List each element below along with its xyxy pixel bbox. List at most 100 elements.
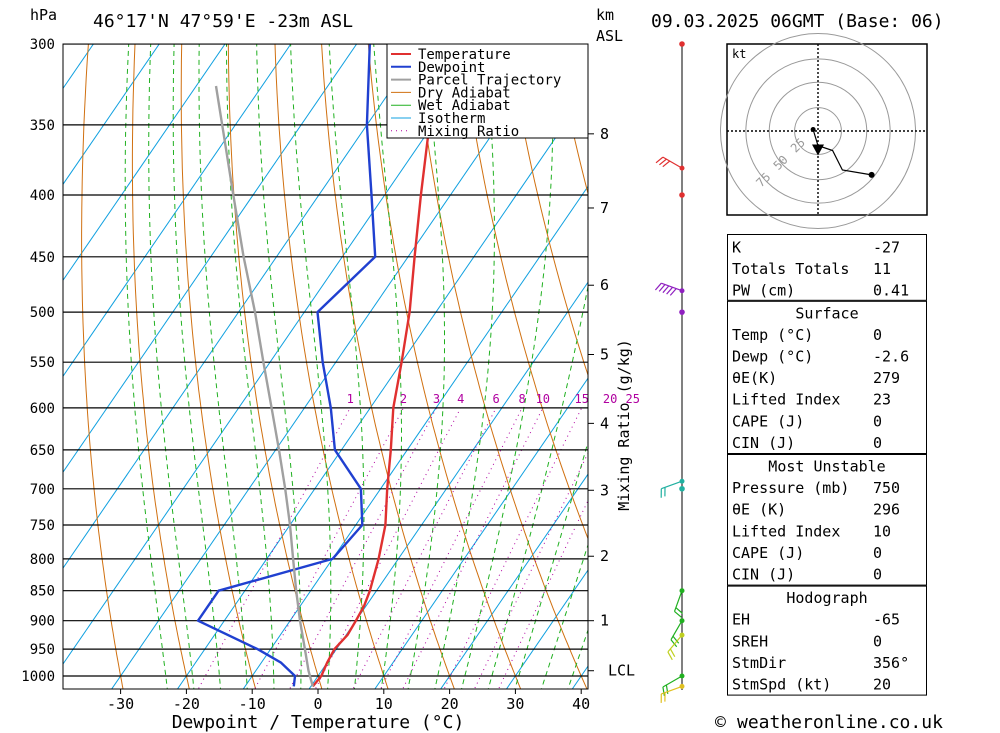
isotherm-line [308, 281, 588, 689]
km-tick-label: 8 [600, 125, 609, 143]
storm-motion-marker [812, 144, 824, 156]
pressure-tick-label: 500 [30, 305, 55, 321]
mixing-ratio-label: 6 [492, 392, 499, 406]
wind-barb-flag [669, 288, 677, 296]
wet-adiabat-line [434, 44, 495, 689]
hodograph-ring [745, 58, 891, 204]
indices-box [727, 585, 927, 696]
wind-barb [655, 156, 685, 171]
mixing-ratio-label: 2 [400, 392, 407, 406]
index-value: 356° [873, 654, 909, 672]
wind-level-dot [679, 41, 685, 47]
temperature-tick-label: 40 [572, 695, 590, 713]
pressure-unit-label: hPa [30, 6, 57, 24]
index-label: θE(K) [732, 369, 777, 387]
index-label: θE (K) [732, 501, 786, 519]
wind-barb [670, 618, 685, 648]
mixing-ratio-lines [197, 407, 588, 689]
dry-adiabat-line [227, 44, 323, 689]
wind-level-dot [679, 588, 685, 594]
wind-barb-flag [666, 286, 673, 295]
km-axis: 8 7 6 5 4 3 2 1 LCL [588, 125, 635, 680]
pressure-tick-label: 1000 [21, 669, 55, 685]
index-value: 296 [873, 501, 900, 519]
indices-box [727, 300, 927, 454]
index-value: 0 [873, 434, 882, 452]
km-tick-label: 5 [600, 345, 609, 363]
pressure-tick-label: 650 [30, 443, 55, 459]
wind-barb-flag [675, 607, 683, 614]
isotherm-line [111, 44, 555, 689]
series-line [311, 44, 437, 688]
legend-label: Wet Adiabat [418, 98, 511, 114]
temperature-axis: -30 -20 -10 0 10 20 30 40 [107, 689, 590, 713]
wind-barb [654, 282, 685, 296]
wet-adiabat-line [226, 44, 275, 689]
temperature-tick-label: -30 [107, 695, 134, 713]
temperature-tick-label: -10 [239, 695, 266, 713]
legend-label: Dewpoint [418, 60, 485, 76]
index-value: -65 [873, 611, 900, 629]
index-section-title: Surface [795, 304, 858, 322]
wind-level-dot [679, 618, 685, 624]
series-line [196, 44, 377, 687]
isotherm-line [63, 44, 226, 282]
index-value: 0 [873, 566, 882, 584]
index-label: Temp (°C) [732, 326, 813, 344]
index-value: 750 [873, 479, 900, 497]
pressure-tick-label: 400 [30, 188, 55, 204]
wet-adiabat-line [407, 44, 445, 689]
legend-label: Isotherm [418, 111, 485, 127]
wind-barb-flag [658, 284, 666, 292]
pressure-tick-label: 850 [30, 584, 55, 600]
indices-box [727, 454, 927, 586]
index-label: Pressure (mb) [732, 479, 849, 497]
index-value: 0 [873, 632, 882, 650]
hodograph-frame [726, 43, 928, 216]
index-label: StmDir [732, 654, 786, 672]
index-label: CIN (J) [732, 566, 795, 584]
pressure-axis: 300 350 400 450 500 550 600 650 700 750 800 850 900 9… [21, 37, 55, 685]
index-value: -27 [873, 239, 900, 257]
pressure-tick-label: 350 [30, 118, 55, 134]
website-credit: weatheronline.co.uk [737, 712, 943, 733]
km-tick-label: 6 [600, 276, 609, 294]
index-label: SREH [732, 632, 768, 650]
isotherm-line [374, 377, 588, 689]
index-value: 279 [873, 369, 900, 387]
mixing-ratio-label: 8 [518, 392, 525, 406]
isotherm-line [63, 44, 292, 378]
wind-barb-staff [673, 590, 683, 612]
hodograph-ring [768, 81, 868, 181]
mixing-ratio-line [498, 499, 588, 689]
dry-adiabat-line [507, 44, 588, 377]
index-label: StmSpd (kt) [732, 676, 831, 694]
wind-barb-staff [662, 156, 683, 169]
mixing-ratio-label: 4 [457, 392, 464, 406]
isotherm-line [242, 185, 588, 689]
temperature-tick-label: 20 [441, 695, 459, 713]
wind-barb [673, 588, 685, 618]
pressure-tick-label: 700 [30, 482, 55, 498]
wind-barb-flag [655, 156, 664, 164]
indices-box [727, 234, 927, 301]
station-location: 46°17'N 47°59'E -23m ASL [93, 11, 353, 32]
mixing-ratio-line [314, 407, 462, 689]
index-label: CAPE (J) [732, 412, 804, 430]
km-unit-label: km [596, 6, 614, 24]
wind-level-dot [679, 683, 685, 689]
mixing-ratio-label: 15 [574, 392, 588, 406]
legend-label: Mixing Ratio [418, 124, 519, 140]
wet-adiabat-line [172, 44, 222, 689]
km-tick-label: 7 [600, 199, 609, 217]
mixing-ratio-label: 3 [433, 392, 440, 406]
dry-adiabat-line [180, 44, 257, 689]
index-label: Dewp (°C) [732, 348, 813, 366]
wet-adiabat-line [256, 44, 302, 689]
wet-adiabat-line [148, 44, 195, 689]
wind-barb-flag [662, 160, 671, 168]
mixing-ratio-line [473, 452, 588, 689]
mixing-ratio-label: 1 [347, 392, 354, 406]
index-value: 0 [873, 544, 882, 562]
